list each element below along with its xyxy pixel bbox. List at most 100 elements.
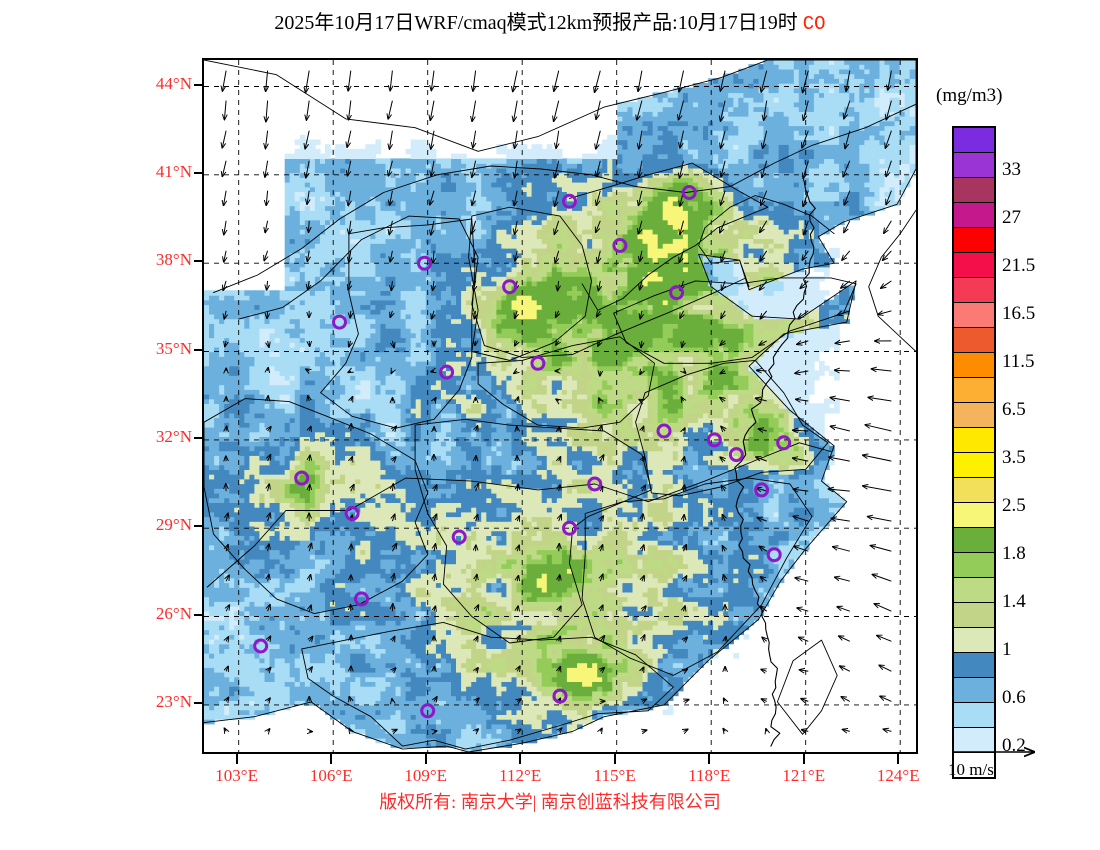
lat-tick-mark <box>194 260 204 263</box>
lon-tick-106: 106°E <box>309 766 353 785</box>
geo-line-0 <box>204 60 916 752</box>
geo-line-1 <box>213 103 916 294</box>
colorbar-label-33: 33 <box>1002 159 1021 180</box>
colorbar-band-12 <box>954 428 994 453</box>
lon-tick-mark <box>424 754 427 764</box>
colorbar-band-22 <box>954 678 994 703</box>
geo-line-8 <box>320 218 476 429</box>
station-marker-8[interactable] <box>728 447 744 463</box>
colorbar-unit-label: (mg/m3) <box>936 85 1003 106</box>
station-marker-15[interactable] <box>354 591 369 607</box>
lon-tick-112: 112°E <box>499 766 542 785</box>
station-marker-23[interactable] <box>706 432 722 448</box>
lat-tick-29: 29°N <box>155 515 192 535</box>
station-marker-11[interactable] <box>562 520 577 536</box>
station-marker-16[interactable] <box>253 638 269 654</box>
lat-tick-32: 32°N <box>155 426 192 446</box>
lon-tick-mark <box>235 754 238 764</box>
lat-tick-mark <box>194 613 204 616</box>
colorbar-band-18 <box>954 578 994 603</box>
station-marker-20[interactable] <box>612 238 628 253</box>
lon-tick-115: 115°E <box>593 766 636 785</box>
station-marker-1[interactable] <box>417 255 432 271</box>
colorbar-band-14 <box>954 478 994 503</box>
geo-line-6 <box>613 277 857 364</box>
copyright-footer: 版权所有: 南京大学| 南京创蓝科技有限公司 <box>379 792 721 812</box>
station-marker-4[interactable] <box>332 314 347 330</box>
station-marker-14[interactable] <box>766 547 782 563</box>
colorbar-band-16 <box>954 528 994 553</box>
colorbar-band-17 <box>954 553 994 578</box>
colorbar-band-15 <box>954 503 994 528</box>
colorbar-label-11.5: 11.5 <box>1002 351 1035 372</box>
colorbar-band-20 <box>954 628 994 653</box>
lon-tick-121: 121°E <box>782 766 826 785</box>
lon-tick-124: 124°E <box>876 766 920 785</box>
lat-tick-mark <box>194 525 204 528</box>
lat-tick-35: 35°N <box>155 338 192 358</box>
lat-tick-26: 26°N <box>155 603 192 623</box>
species-label: CO <box>802 13 826 35</box>
wind-arrow-icon <box>952 742 1044 762</box>
lat-tick-38: 38°N <box>155 250 192 270</box>
colorbar-band-25 <box>954 753 994 777</box>
geo-line-2 <box>238 215 747 358</box>
station-marker-5[interactable] <box>439 364 455 380</box>
station-marker-22[interactable] <box>587 476 603 492</box>
station-marker-3[interactable] <box>669 285 685 301</box>
lat-tick-41: 41°N <box>155 161 192 181</box>
colorbar-band-23 <box>954 703 994 728</box>
colorbar-label-6.5: 6.5 <box>1002 399 1026 420</box>
station-marker-7[interactable] <box>656 423 672 439</box>
forecast-map-canvas[interactable] <box>202 58 918 754</box>
colorbar-band-24 <box>954 728 994 753</box>
colorbar-band-8 <box>954 328 994 353</box>
geo-line-12 <box>301 621 674 750</box>
station-marker-6[interactable] <box>530 355 546 371</box>
colorbar[interactable] <box>952 126 996 779</box>
map-graphics <box>204 60 916 752</box>
title-text: 2025年10月17日WRF/cmaq模式12km预报产品:10月17日19时 <box>274 12 798 34</box>
station-marker-9[interactable] <box>294 470 310 486</box>
colorbar-band-2 <box>954 178 994 203</box>
wind-scale-label: 10 m/s <box>948 760 994 779</box>
colorbar-label-1.8: 1.8 <box>1002 543 1026 564</box>
colorbar-band-4 <box>954 228 994 253</box>
wind-vector-field <box>222 70 892 732</box>
colorbar-label-21.5: 21.5 <box>1002 255 1036 276</box>
geo-line-11 <box>581 477 813 676</box>
station-marker-13[interactable] <box>754 482 770 498</box>
colorbar-band-6 <box>954 278 994 303</box>
colorbar-band-3 <box>954 203 994 228</box>
station-marker-10[interactable] <box>344 506 360 521</box>
station-marker-0[interactable] <box>562 193 577 209</box>
station-marker-12[interactable] <box>451 529 467 545</box>
colorbar-label-1: 1 <box>1002 639 1012 660</box>
page-title: 2025年10月17日WRF/cmaq模式12km预报产品:10月17日19时 … <box>0 6 1100 35</box>
station-marker-18[interactable] <box>552 688 568 704</box>
lat-tick-mark <box>194 436 204 439</box>
colorbar-band-11 <box>954 403 994 428</box>
lat-tick-44: 44°N <box>155 73 192 93</box>
lat-tick-mark <box>194 348 204 351</box>
colorbar-label-3.5: 3.5 <box>1002 447 1026 468</box>
lon-tick-109: 109°E <box>404 766 448 785</box>
colorbar-label-27: 27 <box>1002 207 1021 228</box>
colorbar-label-2.5: 2.5 <box>1002 495 1026 516</box>
station-marker-21[interactable] <box>776 435 792 451</box>
lon-tick-mark <box>708 754 711 764</box>
geo-line-9 <box>635 359 829 497</box>
lon-tick-mark <box>802 754 805 764</box>
lon-tick-103: 103°E <box>215 766 258 785</box>
geo-line-10 <box>414 418 652 644</box>
graticule-gridlines <box>204 60 916 752</box>
station-marker-2[interactable] <box>502 279 518 295</box>
station-marker-19[interactable] <box>681 185 697 200</box>
lon-tick-mark <box>330 754 333 764</box>
lat-tick-mark <box>194 83 204 86</box>
colorbar-band-1 <box>954 153 994 178</box>
colorbar-band-7 <box>954 303 994 328</box>
colorbar-label-16.5: 16.5 <box>1002 303 1036 324</box>
station-marker-17[interactable] <box>420 703 436 719</box>
lon-tick-mark <box>519 754 522 764</box>
